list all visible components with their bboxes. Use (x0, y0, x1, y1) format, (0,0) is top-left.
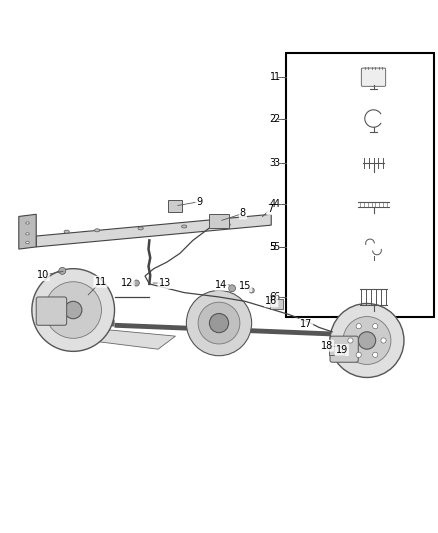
Ellipse shape (26, 233, 29, 235)
Circle shape (358, 332, 376, 349)
Text: 9: 9 (196, 197, 202, 207)
Text: 8: 8 (240, 208, 246, 219)
Bar (286, 53, 434, 317)
Circle shape (343, 317, 391, 365)
Circle shape (209, 313, 229, 333)
FancyBboxPatch shape (168, 200, 182, 212)
Circle shape (381, 338, 386, 343)
Ellipse shape (225, 223, 230, 226)
Polygon shape (19, 214, 36, 249)
Ellipse shape (26, 241, 29, 244)
Polygon shape (88, 329, 176, 349)
Text: 12: 12 (121, 278, 134, 288)
Circle shape (348, 338, 353, 343)
Text: 10: 10 (37, 270, 49, 280)
Circle shape (330, 303, 404, 377)
Polygon shape (36, 214, 271, 247)
Ellipse shape (138, 227, 143, 230)
Circle shape (45, 282, 102, 338)
Text: 4: 4 (269, 199, 276, 209)
Circle shape (64, 301, 82, 319)
Text: 15: 15 (239, 281, 251, 291)
Text: 5: 5 (269, 242, 276, 252)
Circle shape (373, 324, 378, 329)
Text: 3: 3 (274, 158, 280, 168)
Text: 11: 11 (95, 277, 107, 287)
Text: 2: 2 (269, 114, 276, 124)
Text: 1: 1 (274, 72, 280, 82)
FancyBboxPatch shape (361, 68, 386, 86)
Circle shape (133, 280, 139, 286)
FancyBboxPatch shape (270, 299, 283, 309)
Text: 19: 19 (336, 345, 348, 355)
Circle shape (249, 288, 254, 293)
Circle shape (59, 268, 66, 274)
Text: 5: 5 (269, 242, 276, 252)
Text: 18: 18 (321, 341, 333, 351)
Ellipse shape (26, 222, 29, 224)
Text: 5: 5 (274, 242, 280, 252)
Text: 13: 13 (159, 278, 171, 288)
Ellipse shape (182, 225, 187, 228)
FancyBboxPatch shape (330, 336, 358, 362)
Circle shape (229, 285, 236, 292)
Text: 7: 7 (267, 204, 273, 214)
Ellipse shape (95, 229, 100, 232)
Text: 17: 17 (300, 319, 312, 329)
Text: 6: 6 (274, 292, 280, 302)
Text: 2: 2 (274, 114, 280, 124)
FancyBboxPatch shape (209, 214, 229, 228)
Text: 6: 6 (269, 292, 276, 302)
FancyBboxPatch shape (329, 346, 344, 356)
Text: 14: 14 (215, 280, 227, 290)
Circle shape (186, 290, 252, 356)
Circle shape (356, 352, 361, 358)
Ellipse shape (64, 230, 69, 233)
FancyBboxPatch shape (36, 297, 67, 325)
Text: 16: 16 (265, 296, 277, 306)
Circle shape (356, 324, 361, 329)
Circle shape (32, 269, 115, 351)
Circle shape (198, 302, 240, 344)
Text: 1: 1 (269, 72, 276, 82)
Circle shape (373, 352, 378, 358)
Text: 4: 4 (274, 199, 280, 209)
Text: 3: 3 (269, 158, 276, 168)
